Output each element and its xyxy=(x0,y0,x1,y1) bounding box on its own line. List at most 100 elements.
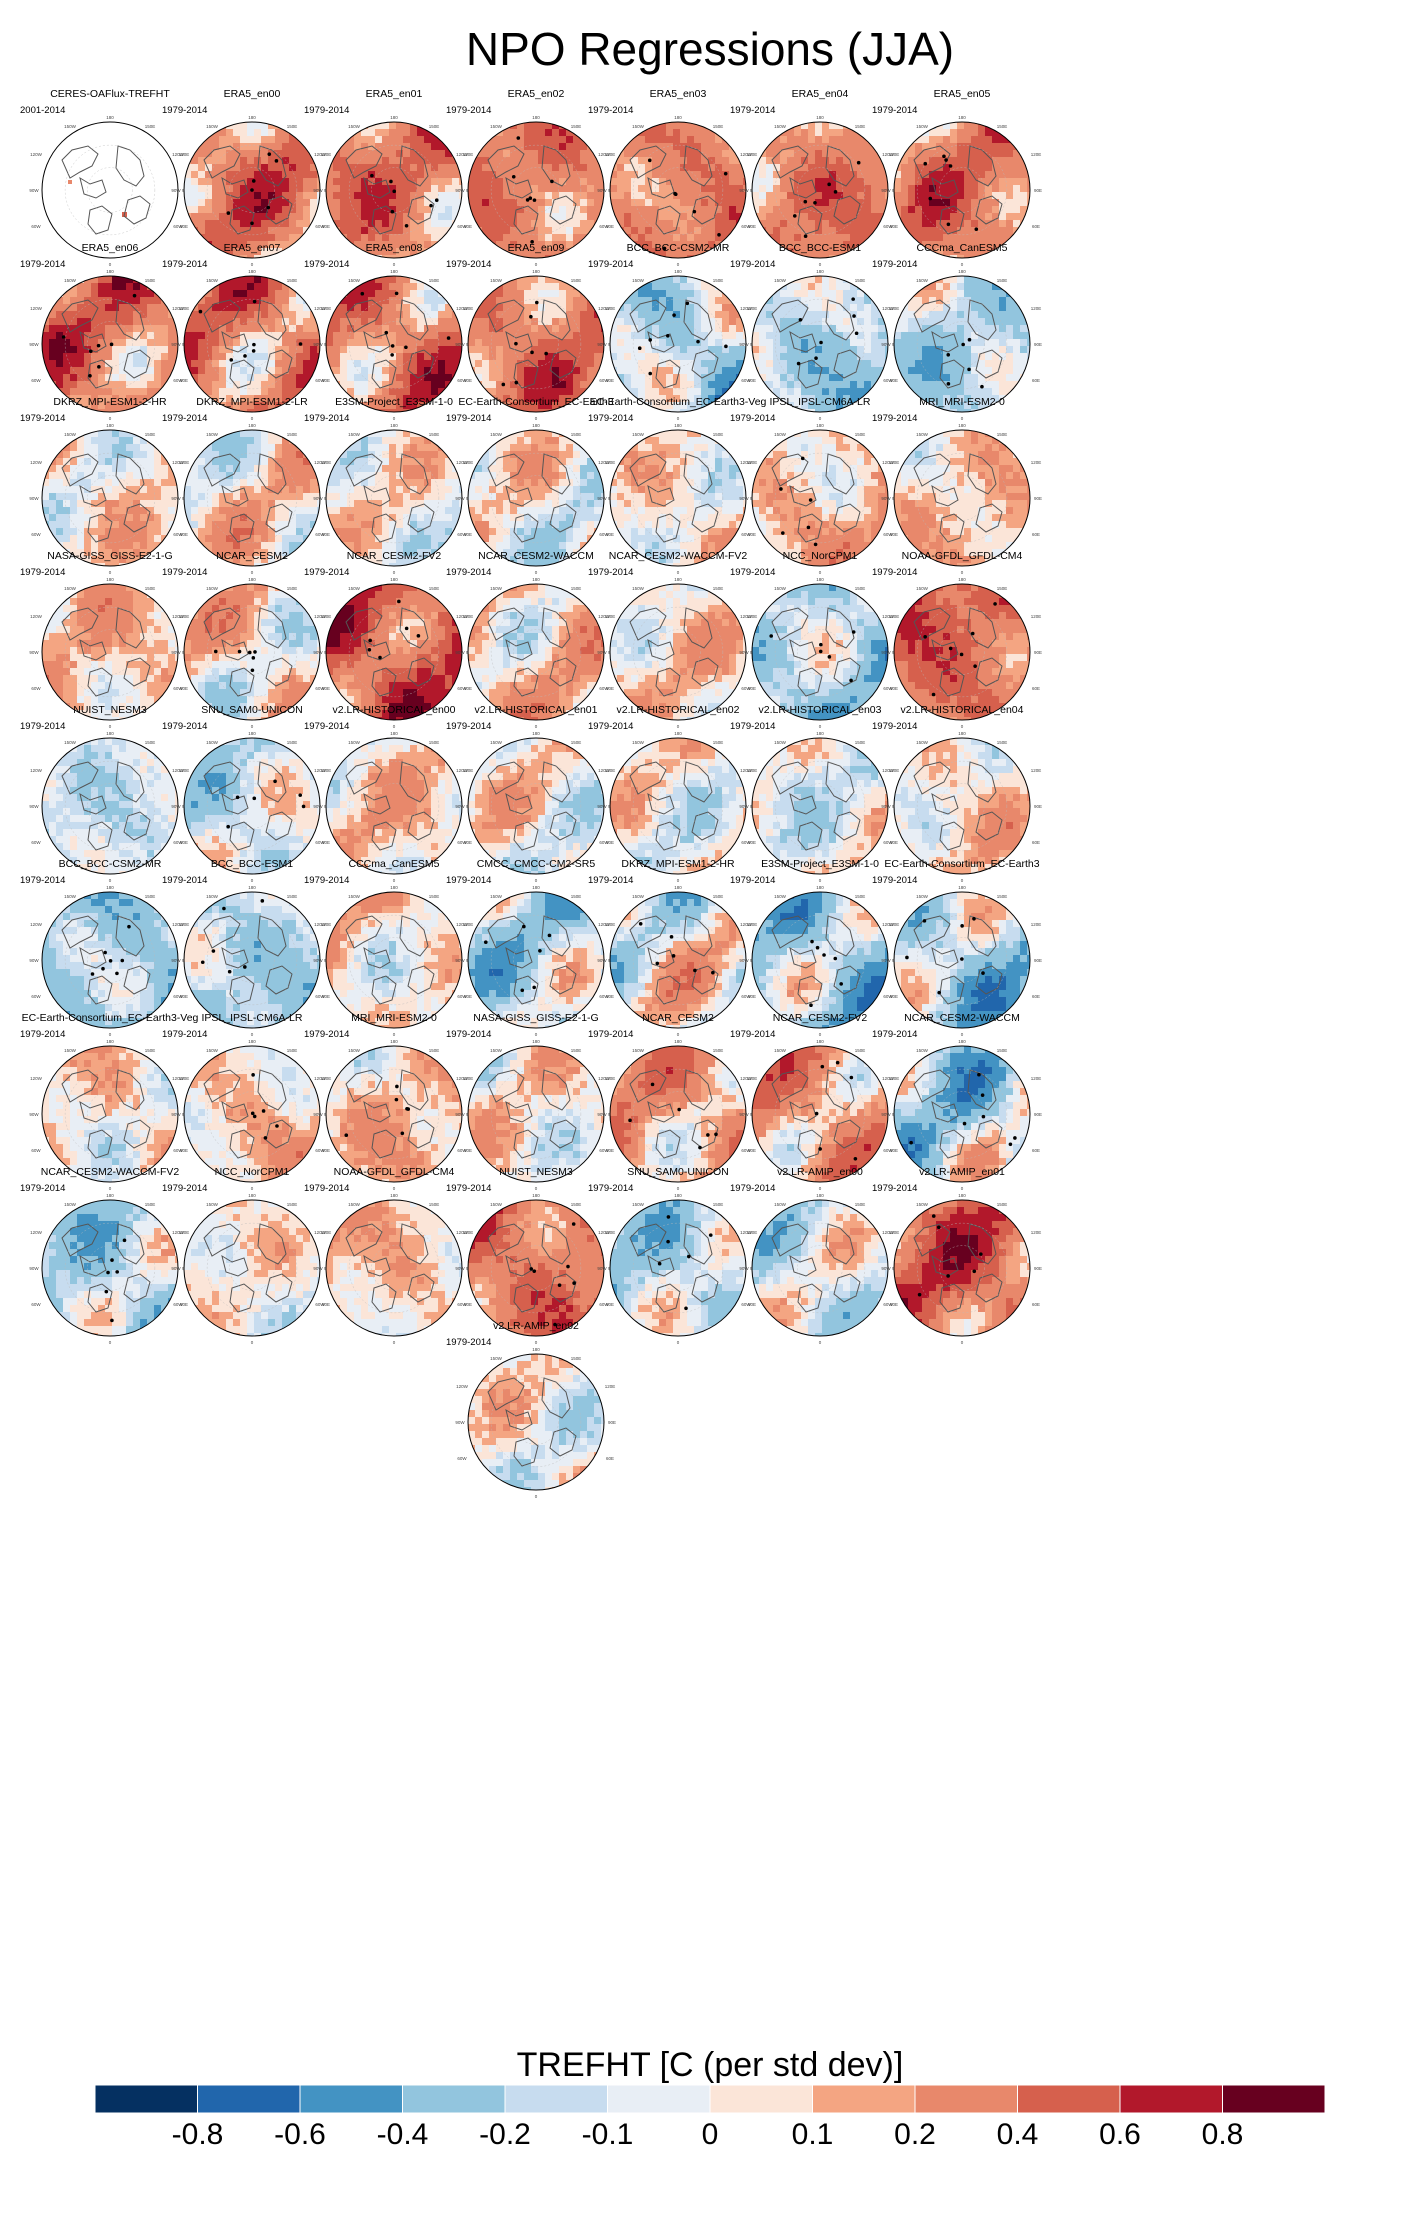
longitude-label: 120W xyxy=(314,1230,327,1235)
longitude-label: 120W xyxy=(740,1076,753,1081)
field-layer xyxy=(894,1046,1030,1182)
field-layer xyxy=(326,1046,462,1182)
longitude-label: 180 xyxy=(674,1039,682,1044)
panel-years: 2001-2014 xyxy=(20,105,65,116)
significance-dot xyxy=(544,351,548,356)
field-layer xyxy=(610,1200,746,1336)
longitude-label: 90W xyxy=(171,188,181,193)
significance-dot xyxy=(960,924,964,928)
longitude-label: 120E xyxy=(1031,768,1042,773)
panel-title: v2.LR-HISTORICAL_en01 xyxy=(436,704,636,716)
field-layer xyxy=(326,584,462,720)
colorbar-tick-label: -0.4 xyxy=(377,2118,429,2152)
longitude-label: 180 xyxy=(958,577,966,582)
map-panel: 180150W150E120W120E90W90E60W60E0NUIST_NE… xyxy=(436,1166,636,1386)
field-layer xyxy=(184,892,320,1028)
longitude-label: 120W xyxy=(740,1230,753,1235)
longitude-label: 180 xyxy=(390,577,398,582)
longitude-label: 0 xyxy=(535,1340,538,1345)
longitude-label: 150E xyxy=(713,278,724,283)
longitude-label: 120E xyxy=(463,152,474,157)
longitude-label: 0 xyxy=(535,570,538,575)
significance-dot xyxy=(301,804,306,809)
longitude-label: 150W xyxy=(206,124,219,129)
longitude-label: 120E xyxy=(747,460,758,465)
significance-dot xyxy=(61,335,66,339)
longitude-label: 150E xyxy=(287,740,298,745)
significance-dot xyxy=(434,198,439,203)
map-panel: 180150W150E120W120E90W90E60W60E0ERA5_en0… xyxy=(436,242,636,462)
longitude-label: 0 xyxy=(535,878,538,883)
longitude-label: 60W xyxy=(883,532,893,537)
significance-dot xyxy=(243,354,247,358)
longitude-label: 60E xyxy=(322,378,330,383)
longitude-label: 60E xyxy=(1032,840,1040,845)
longitude-label: 150W xyxy=(916,586,929,591)
longitude-label: 90W xyxy=(313,1112,323,1117)
map-panel: 180150W150E120W120E90W90E60W60E0E3SM-Pro… xyxy=(294,396,494,616)
significance-dot xyxy=(849,1075,854,1080)
panel-years: 1979-2014 xyxy=(872,413,917,424)
longitude-label: 60E xyxy=(180,378,188,383)
longitude-label: 150W xyxy=(916,1048,929,1053)
longitude-label: 120E xyxy=(1031,460,1042,465)
significance-dot xyxy=(406,1107,410,1111)
significance-dot xyxy=(655,961,660,966)
longitude-label: 150E xyxy=(713,1202,724,1207)
significance-dot xyxy=(833,956,838,961)
longitude-label: 150E xyxy=(855,894,866,899)
longitude-label: 0 xyxy=(393,878,396,883)
longitude-label: 120E xyxy=(605,1384,616,1389)
field-layer xyxy=(894,738,1030,874)
significance-dot xyxy=(981,1114,986,1119)
longitude-label: 150W xyxy=(632,278,645,283)
panel-years: 1979-2014 xyxy=(446,1337,491,1348)
longitude-label: 180 xyxy=(390,423,398,428)
longitude-label: 120W xyxy=(740,152,753,157)
panel-years: 1979-2014 xyxy=(20,567,65,578)
significance-dot xyxy=(813,542,818,547)
longitude-label: 90W xyxy=(455,342,465,347)
panel-years: 1979-2014 xyxy=(304,721,349,732)
longitude-label: 120E xyxy=(321,152,332,157)
panel-title: NCAR_CESM2-FV2 xyxy=(294,550,494,562)
significance-dot xyxy=(792,214,797,218)
map-panel: 180150W150E120W120E90W90E60W60E0ERA5_en0… xyxy=(10,242,210,462)
longitude-label: 90W xyxy=(881,958,891,963)
longitude-label: 60E xyxy=(464,532,472,537)
longitude-label: 60W xyxy=(457,1148,467,1153)
significance-dot xyxy=(235,795,240,800)
longitude-label: 60W xyxy=(173,994,183,999)
longitude-label: 120E xyxy=(605,768,616,773)
colorbar-swatch xyxy=(1017,2085,1121,2114)
longitude-label: 60W xyxy=(31,224,41,229)
panel-years: 1979-2014 xyxy=(304,1029,349,1040)
longitude-label: 120W xyxy=(172,152,185,157)
significance-dot xyxy=(806,525,811,530)
longitude-label: 60E xyxy=(464,840,472,845)
significance-dot xyxy=(397,599,401,604)
longitude-label: 90W xyxy=(313,650,323,655)
panel-title: ERA5_en03 xyxy=(578,88,778,100)
significance-dot xyxy=(250,1111,255,1116)
longitude-label: 150W xyxy=(916,124,929,129)
field-layer xyxy=(894,892,1030,1028)
longitude-label: 60E xyxy=(890,378,898,383)
significance-dot xyxy=(378,655,382,660)
longitude-label: 150E xyxy=(713,894,724,899)
significance-dot xyxy=(851,297,855,301)
significance-dot xyxy=(946,222,951,227)
longitude-label: 60E xyxy=(464,994,472,999)
longitude-label: 90W xyxy=(881,650,891,655)
map-panel: 180150W150E120W120E90W90E60W60E0ERA5_en0… xyxy=(294,88,494,308)
longitude-label: 0 xyxy=(961,262,964,267)
longitude-label: 150W xyxy=(64,586,77,591)
panel-years: 1979-2014 xyxy=(446,567,491,578)
